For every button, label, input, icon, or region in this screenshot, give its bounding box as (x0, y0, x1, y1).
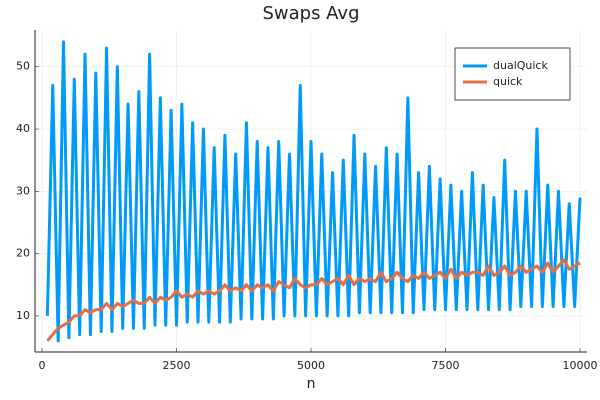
legend-label: dualQuick (493, 59, 548, 72)
y-tick-label: 40 (16, 122, 30, 135)
x-tick-label: 5000 (297, 359, 325, 372)
y-tick-label: 50 (16, 60, 30, 73)
y-tick-label: 30 (16, 184, 30, 197)
chart-title: Swaps Avg (262, 3, 359, 24)
series-line (45, 40, 582, 343)
x-tick-label: 0 (38, 359, 45, 372)
series-line (46, 258, 581, 342)
y-tick-label: 10 (16, 309, 30, 322)
legend-label: quick (493, 75, 523, 88)
y-tick-label: 20 (16, 247, 30, 260)
x-axis-label: n (307, 376, 316, 392)
legend-box (454, 47, 571, 101)
x-tick-label: 7500 (432, 359, 460, 372)
x-tick-label: 10000 (563, 359, 598, 372)
x-tick-label: 2500 (162, 359, 190, 372)
